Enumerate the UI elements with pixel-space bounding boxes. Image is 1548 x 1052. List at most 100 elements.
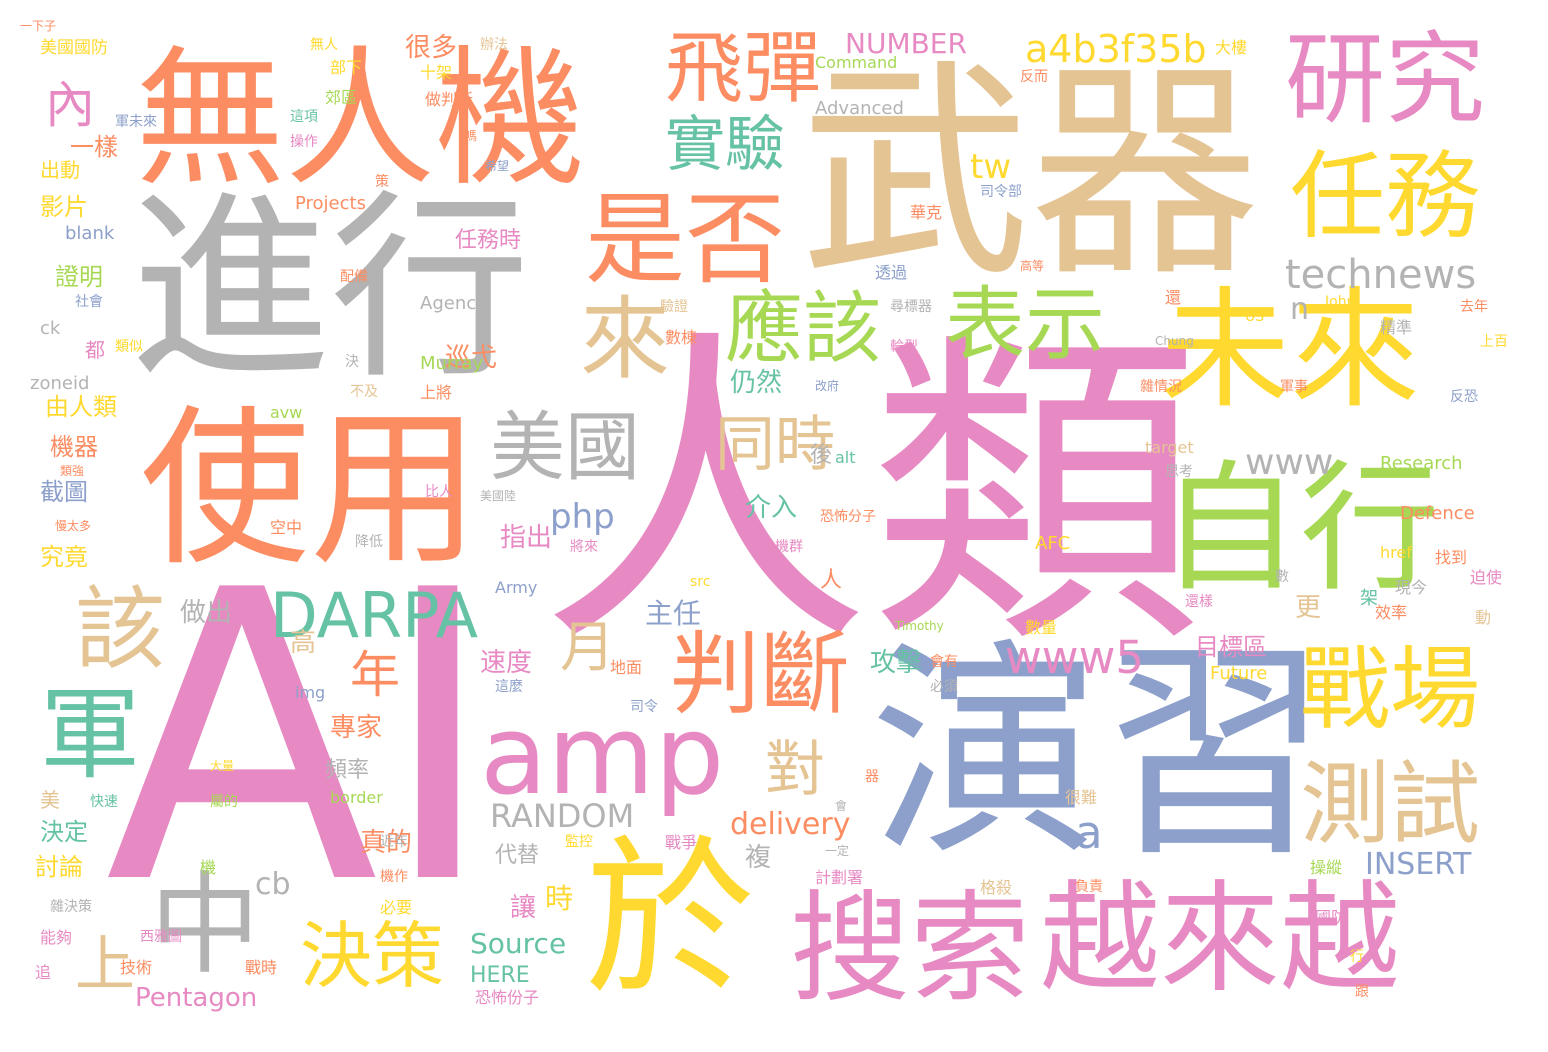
cloud-word: 目標區 <box>1195 633 1267 661</box>
cloud-word: Army <box>495 578 538 597</box>
cloud-word: 配備 <box>340 269 368 285</box>
cloud-word: cb <box>255 867 291 902</box>
cloud-word: 透過 <box>875 263 908 282</box>
cloud-word: 證明 <box>55 263 103 291</box>
cloud-word: Advanced <box>815 98 904 119</box>
cloud-word: 機器 <box>50 433 98 461</box>
cloud-word: 來 <box>580 287 670 392</box>
cloud-word: 做出 <box>180 598 233 628</box>
cloud-word: 將來 <box>570 539 598 555</box>
cloud-word: 上 <box>75 930 135 1000</box>
cloud-word: INSERT <box>1365 847 1472 882</box>
cloud-word: 大量 <box>210 759 235 773</box>
cloud-word: 司令 <box>630 699 658 715</box>
cloud-word: 近年 <box>380 834 408 850</box>
cloud-word: 都 <box>85 338 105 362</box>
cloud-word: Defence <box>1400 503 1475 524</box>
cloud-word: 一定 <box>825 844 850 858</box>
cloud-word: John <box>1325 294 1356 310</box>
cloud-word: 驗證 <box>660 299 688 315</box>
cloud-word: Command <box>815 53 898 72</box>
cloud-word: 是否 <box>585 181 785 298</box>
cloud-word: 監控 <box>565 834 593 850</box>
cloud-word: 軍事 <box>1280 379 1308 395</box>
cloud-word: 還樣 <box>1185 594 1213 610</box>
cloud-word: 一下子 <box>20 19 57 33</box>
cloud-word: 讓 <box>510 893 537 923</box>
cloud-word: 雜情況 <box>1140 379 1182 395</box>
cloud-word: 這麼 <box>495 679 523 695</box>
cloud-word: 專家 <box>330 713 383 743</box>
cloud-word: 空中 <box>270 518 303 537</box>
cloud-word: delivery <box>730 807 851 842</box>
cloud-word: 策 <box>375 174 389 190</box>
cloud-word: 架 <box>1360 588 1378 609</box>
cloud-word: 判斷 <box>670 622 850 727</box>
cloud-word: www5 <box>1005 631 1145 684</box>
cloud-word: 這項 <box>290 109 318 125</box>
cloud-word: Research <box>1380 453 1463 474</box>
cloud-word: 司令部 <box>980 184 1022 200</box>
cloud-word: 數 <box>1275 569 1289 585</box>
cloud-word: php <box>550 497 615 537</box>
cloud-word: 不及 <box>350 384 378 400</box>
cloud-word: 究竟 <box>40 543 88 571</box>
cloud-word: 速度 <box>480 648 533 678</box>
cloud-word: 任務時 <box>455 228 522 253</box>
cloud-word: a <box>1075 806 1103 859</box>
cloud-word: 嗎 <box>465 129 478 143</box>
cloud-word: 精準 <box>1380 318 1413 337</box>
cloud-word: blank <box>65 223 115 244</box>
cloud-word: Pentagon <box>135 983 258 1013</box>
cloud-word: 軍 <box>40 676 140 793</box>
cloud-word: 美國陸 <box>480 489 517 503</box>
cloud-word: Murray <box>420 353 484 374</box>
cloud-word: zoneid <box>30 373 90 394</box>
cloud-word: 使用 <box>140 391 481 589</box>
cloud-word: 計劃署 <box>815 868 864 887</box>
cloud-word: AFC <box>1035 533 1071 554</box>
cloud-word: 機群 <box>775 539 803 555</box>
cloud-word: 無人 <box>310 37 338 53</box>
cloud-word: 找到 <box>1435 548 1468 567</box>
cloud-word: 任務 <box>1290 142 1481 252</box>
cloud-word: 追 <box>35 963 52 982</box>
cloud-word: 很多 <box>405 33 458 63</box>
cloud-word: 辦法 <box>480 37 508 53</box>
cloud-word: 必要 <box>380 898 413 917</box>
cloud-word: 應該 <box>725 284 882 374</box>
cloud-word: 降低 <box>355 534 383 550</box>
cloud-word: 數棟 <box>665 328 698 347</box>
cloud-word: 截圖 <box>40 478 88 506</box>
cloud-word: 反而 <box>1020 69 1048 85</box>
cloud-word: 大樓 <box>1215 38 1248 57</box>
cloud-word: 迫使 <box>1470 568 1503 587</box>
cloud-word: 測試 <box>1300 752 1480 857</box>
cloud-word: 很難 <box>1065 788 1098 807</box>
cloud-word: 介入 <box>745 493 798 523</box>
cloud-word: 高等 <box>1020 259 1045 273</box>
cloud-word: 十架 <box>420 63 453 82</box>
cloud-word: 屬的 <box>210 794 238 810</box>
cloud-word: 跟 <box>1355 984 1369 1000</box>
cloud-word: 會 <box>835 799 848 813</box>
cloud-word: 該 <box>75 577 165 682</box>
cloud-word: DARPA <box>270 579 478 652</box>
cloud-word: 效率 <box>1375 603 1408 622</box>
cloud-word: 能夠 <box>40 928 73 947</box>
cloud-word: Agency <box>420 293 487 314</box>
cloud-word: 指出 <box>500 523 553 553</box>
cloud-word: tw <box>970 147 1012 187</box>
cloud-word: 上將 <box>420 383 453 402</box>
cloud-word: a4b3f35b <box>1025 27 1207 71</box>
cloud-word: 慢太多 <box>55 519 92 533</box>
cloud-word: NUMBER <box>845 27 967 60</box>
cloud-word: 恐怖份子 <box>475 988 540 1007</box>
cloud-word: 負責 <box>1075 879 1103 895</box>
cloud-word: src <box>690 574 711 590</box>
cloud-word: 由人類 <box>45 393 117 421</box>
cloud-word: target <box>1145 438 1194 457</box>
cloud-word: 輪型 <box>890 339 918 355</box>
cloud-word: 數量 <box>1025 618 1058 637</box>
